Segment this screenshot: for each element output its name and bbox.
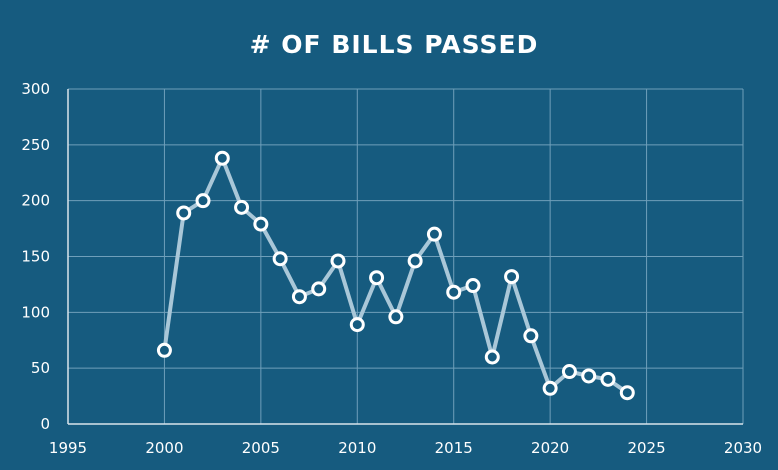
data-point <box>388 309 404 325</box>
y-tick-label: 50 <box>31 359 50 377</box>
data-point <box>581 368 597 384</box>
data-point <box>349 317 365 333</box>
x-tick-label: 2015 <box>435 439 473 457</box>
data-point <box>272 251 288 267</box>
data-point <box>234 199 250 215</box>
data-point <box>214 150 230 166</box>
data-point <box>504 269 520 285</box>
data-point <box>195 193 211 209</box>
x-tick-label: 2030 <box>724 439 762 457</box>
y-tick-label: 0 <box>40 415 50 433</box>
data-point <box>426 226 442 242</box>
x-tick-label: 2005 <box>242 439 280 457</box>
y-tick-label: 200 <box>21 192 50 210</box>
x-tick-label: 2000 <box>145 439 183 457</box>
data-point <box>523 328 539 344</box>
axes <box>67 89 743 425</box>
data-point <box>311 281 327 297</box>
data-point <box>561 364 577 380</box>
data-point <box>253 216 269 232</box>
data-point <box>619 385 635 401</box>
data-point <box>542 380 558 396</box>
data-series <box>156 150 635 401</box>
grid-lines <box>68 88 744 424</box>
data-point <box>291 289 307 305</box>
data-point <box>600 371 616 387</box>
data-point <box>176 205 192 221</box>
data-point <box>446 284 462 300</box>
chart-title: # OF BILLS PASSED <box>250 30 539 59</box>
y-tick-label: 250 <box>21 136 50 154</box>
y-tick-label: 100 <box>21 303 50 321</box>
tick-labels: 0 50 100 150 200 250 300 1995 2000 2005 2010 2015 20… <box>21 80 762 457</box>
data-point <box>330 253 346 269</box>
y-tick-label: 300 <box>21 80 50 98</box>
data-point <box>156 342 172 358</box>
data-point <box>369 270 385 286</box>
x-tick-label: 2020 <box>531 439 569 457</box>
x-tick-label: 2025 <box>627 439 665 457</box>
data-point <box>465 278 481 294</box>
x-tick-label: 1995 <box>49 439 87 457</box>
data-point <box>484 349 500 365</box>
data-point <box>407 253 423 269</box>
y-tick-label: 150 <box>21 248 50 266</box>
x-tick-label: 2010 <box>338 439 376 457</box>
